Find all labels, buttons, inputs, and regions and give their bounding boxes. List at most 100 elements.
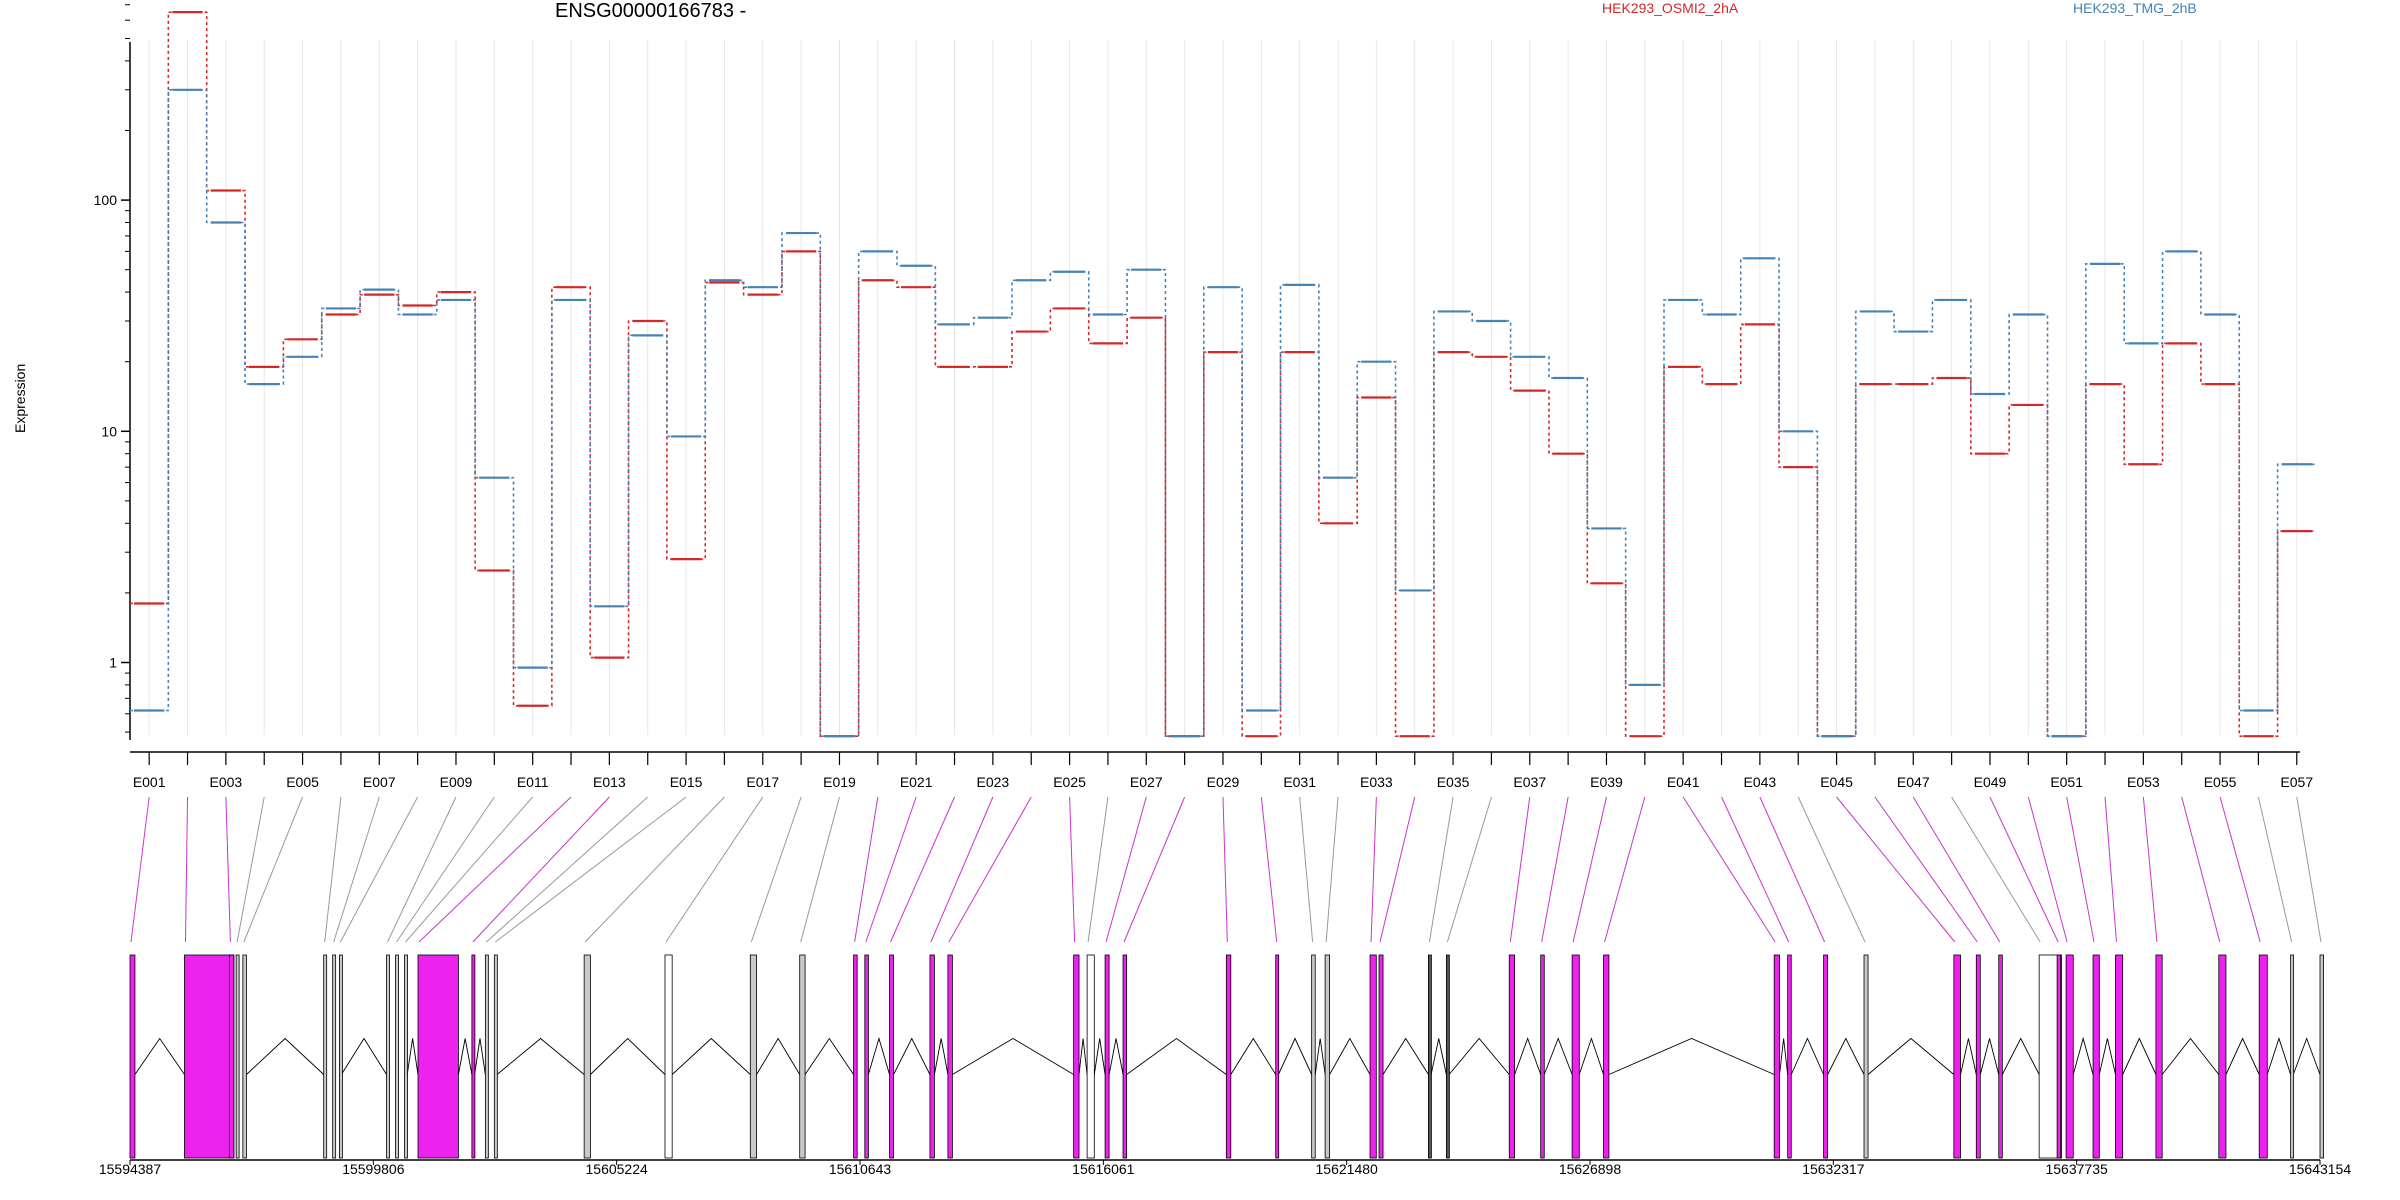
- intron: [756, 1037, 801, 1075]
- connector-E038: [1541, 796, 1569, 943]
- exon-box-E009: [386, 954, 390, 1159]
- exon-box-E007: [332, 954, 337, 1159]
- exon-box-E004: [235, 954, 240, 1159]
- connector-E025: [1069, 796, 1076, 943]
- x-tick-label: E041: [1667, 774, 1700, 790]
- connector-E033: [1370, 796, 1377, 943]
- connector-E039: [1572, 796, 1607, 943]
- legend-entry-tmg: HEK293_TMG_2hB: [2073, 0, 2197, 16]
- intron: [1867, 1037, 1955, 1075]
- exon-box-E014: [484, 954, 489, 1159]
- intron: [952, 1037, 1074, 1075]
- gene-axis-label: 15594387: [99, 1161, 162, 1177]
- exon-box-E011: [404, 954, 408, 1159]
- intron: [933, 1038, 949, 1075]
- connector-E035: [1428, 796, 1454, 943]
- gene-axis-label: 15637735: [2045, 1161, 2108, 1177]
- intron: [1608, 1038, 1775, 1075]
- exon-box-E024: [947, 954, 953, 1159]
- connector-E056: [2257, 796, 2293, 943]
- connector-E012: [418, 796, 572, 943]
- intron: [474, 1038, 486, 1075]
- connector-E055: [2219, 796, 2261, 943]
- exon-box-E010: [395, 954, 399, 1159]
- intron: [1514, 1037, 1542, 1075]
- exon-box-E005: [242, 954, 247, 1159]
- y-tick-label: 100: [94, 192, 118, 208]
- intron: [1448, 1037, 1510, 1075]
- connector-E043: [1759, 796, 1826, 943]
- connector-E042: [1721, 796, 1790, 943]
- x-tick-label: E017: [746, 774, 779, 790]
- x-tick-label: E049: [1974, 774, 2007, 790]
- connector-E022: [890, 796, 955, 943]
- connector-E029: [1222, 796, 1228, 943]
- intron: [2161, 1037, 2220, 1075]
- intron: [1578, 1037, 1604, 1075]
- exon-box-E002: [184, 954, 235, 1159]
- exon-box-E006: [323, 954, 328, 1159]
- x-tick-label: E005: [286, 774, 319, 790]
- series-tmg: [130, 88, 2316, 738]
- connector-E028: [1123, 796, 1186, 943]
- x-tick-label: E045: [1820, 774, 1853, 790]
- y-tick-label: 10: [101, 423, 117, 439]
- connector-E046: [1874, 796, 1978, 943]
- x-tick-label: E015: [670, 774, 703, 790]
- exon-box-E043: [1823, 954, 1829, 1159]
- x-tick-label: E007: [363, 774, 396, 790]
- connector-E034: [1379, 796, 1416, 943]
- connector-E054: [2181, 796, 2221, 943]
- exon-box-E054: [2218, 954, 2227, 1159]
- gene-axis-label: 15605224: [586, 1161, 649, 1177]
- connector-E045: [1836, 796, 1956, 943]
- intron: [1314, 1038, 1326, 1075]
- intron: [457, 1038, 473, 1075]
- intron: [2072, 1036, 2094, 1075]
- exon-box-E012: [417, 954, 459, 1159]
- intron: [246, 1037, 324, 1075]
- exon-box-E044: [1863, 954, 1869, 1159]
- intron: [671, 1037, 751, 1075]
- gene-model: [129, 954, 2324, 1159]
- x-tick-label: E009: [440, 774, 473, 790]
- connector-E044: [1797, 796, 1866, 943]
- exon-connectors: [130, 796, 2322, 943]
- connector-E032: [1325, 796, 1339, 943]
- exon-box-E028: [1122, 954, 1128, 1159]
- exon-box-E036: [1445, 954, 1450, 1159]
- exon-box-E003: [228, 954, 235, 1159]
- intron: [1382, 1037, 1429, 1075]
- x-tick-label: E033: [1360, 774, 1393, 790]
- connector-E031: [1299, 796, 1314, 943]
- exon-box-E041: [1773, 954, 1780, 1159]
- x-tick-label: E023: [977, 774, 1010, 790]
- intron: [804, 1037, 854, 1075]
- x-tick-label: E013: [593, 774, 626, 790]
- exon-box-E019: [799, 954, 806, 1159]
- exon-box-E056: [2290, 954, 2295, 1159]
- x-tick-label: E025: [1053, 774, 1086, 790]
- connector-E024: [948, 796, 1032, 943]
- exon-box-E032: [1324, 954, 1331, 1159]
- intron: [1979, 1038, 2000, 1075]
- intron: [496, 1037, 585, 1075]
- connector-E037: [1509, 796, 1531, 943]
- connector-E019: [800, 796, 840, 943]
- series-osmi2: [130, 11, 2316, 738]
- exon-box-E022: [889, 954, 894, 1159]
- connector-E016: [584, 796, 725, 943]
- exon-box-E040: [1603, 954, 1610, 1159]
- x-tick-label: E051: [2050, 774, 2083, 790]
- connector-E026: [1087, 796, 1109, 943]
- connector-E014: [486, 796, 649, 943]
- exon-box-E038: [1540, 954, 1545, 1159]
- intron: [1790, 1037, 1825, 1075]
- intron: [1779, 1038, 1789, 1075]
- connector-E013: [472, 796, 610, 943]
- exon-box-E001: [129, 954, 136, 1159]
- x-tick-label: E043: [1744, 774, 1777, 790]
- connector-E001: [130, 796, 150, 943]
- x-tick-label: E021: [900, 774, 933, 790]
- connector-E023: [930, 796, 994, 943]
